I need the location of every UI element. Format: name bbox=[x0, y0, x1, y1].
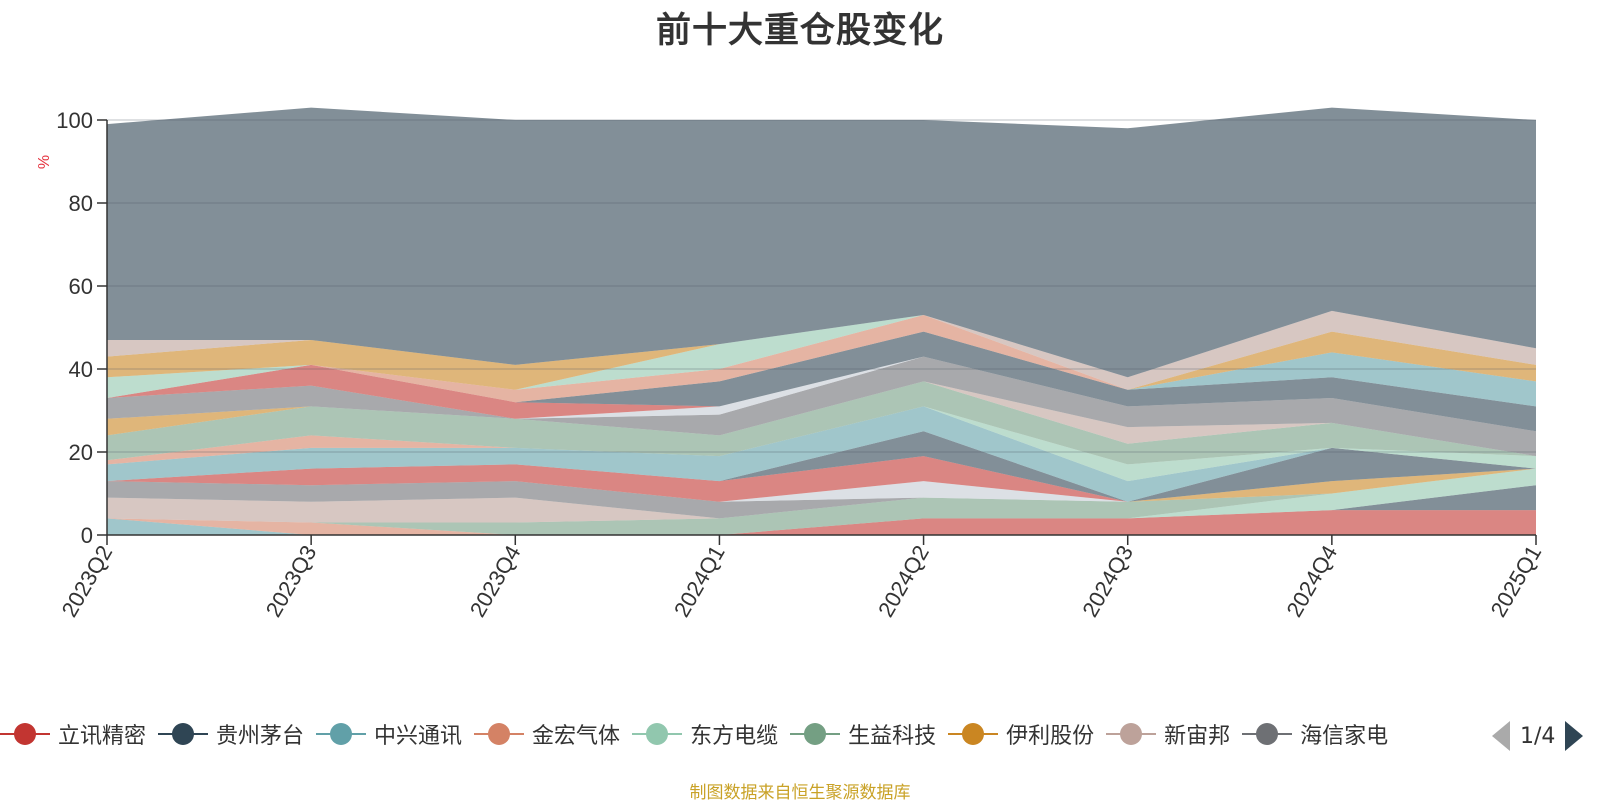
area-series-9[interactable] bbox=[107, 468, 1536, 519]
area-series-12[interactable] bbox=[107, 431, 1536, 502]
legend-label: 新宙邦 bbox=[1164, 724, 1231, 749]
legend-next-page-icon[interactable] bbox=[1565, 721, 1584, 751]
legend-item[interactable]: 伊利股份 bbox=[948, 712, 1094, 756]
legend-label: 海信家电 bbox=[1300, 724, 1389, 749]
source-note: 制图数据来自恒生聚源数据库 bbox=[689, 783, 911, 803]
legend-item[interactable]: 新宙邦 bbox=[1106, 712, 1230, 756]
area-series-6[interactable] bbox=[107, 468, 1536, 535]
legend-prev-page-icon[interactable] bbox=[1492, 721, 1510, 751]
x-tick-label: 2023Q2 bbox=[57, 541, 118, 621]
area-series-1[interactable] bbox=[107, 510, 1536, 535]
legend-label: 伊利股份 bbox=[1006, 724, 1095, 749]
area-series-22[interactable] bbox=[107, 331, 1536, 432]
legend-marker-icon bbox=[158, 722, 209, 746]
area-series-18[interactable] bbox=[107, 381, 1536, 457]
area-series-4[interactable] bbox=[107, 485, 1536, 535]
legend-marker-icon bbox=[632, 722, 683, 746]
y-tick-label: 60 bbox=[69, 274, 93, 299]
y-tick-label: 20 bbox=[69, 440, 93, 465]
legend-item[interactable]: 海信家电 bbox=[1242, 712, 1388, 756]
legend-marker-icon bbox=[316, 722, 367, 746]
area-series-10[interactable] bbox=[107, 468, 1536, 502]
x-tick-label: 2024Q1 bbox=[669, 541, 730, 621]
legend-marker-icon bbox=[790, 722, 841, 746]
x-tick-label: 2024Q3 bbox=[1077, 541, 1138, 621]
legend-label: 生益科技 bbox=[848, 724, 937, 749]
y-tick-label: 40 bbox=[69, 357, 93, 382]
legend-item[interactable]: 东方电缆 bbox=[632, 712, 778, 756]
x-tick-label: 2025Q1 bbox=[1486, 541, 1547, 621]
area-series-14[interactable] bbox=[107, 406, 1536, 482]
area-series-21[interactable] bbox=[107, 356, 1536, 432]
area-series-28[interactable] bbox=[107, 107, 1536, 378]
legend-label: 立讯精密 bbox=[58, 724, 147, 749]
x-tick-label: 2023Q3 bbox=[261, 541, 322, 621]
area-series-19[interactable] bbox=[107, 356, 1536, 457]
legend-label: 金宏气体 bbox=[532, 724, 621, 749]
legend-marker-icon bbox=[1106, 722, 1157, 746]
legend-pager: 1/4 bbox=[1492, 718, 1584, 754]
x-tick-label: 2023Q4 bbox=[465, 541, 526, 621]
area-series-13[interactable] bbox=[107, 406, 1536, 502]
area-series-8[interactable] bbox=[107, 468, 1536, 523]
x-tick-label: 2024Q2 bbox=[873, 541, 934, 621]
y-tick-label: 0 bbox=[81, 523, 93, 548]
area-series-16[interactable] bbox=[107, 381, 1536, 465]
legend: 立讯精密 贵州茅台 中兴通讯 金宏气体 东方电缆 生益科技 伊利股份 新宙邦 海信家电 bbox=[0, 712, 1482, 756]
legend-page-indicator: 1/4 bbox=[1520, 723, 1556, 749]
legend-item[interactable]: 立讯精密 bbox=[0, 712, 146, 756]
area-series-11[interactable] bbox=[107, 456, 1536, 502]
legend-item[interactable]: 中兴通讯 bbox=[316, 712, 462, 756]
legend-marker-icon bbox=[474, 722, 525, 746]
legend-marker-icon bbox=[948, 722, 999, 746]
x-tick-label: 2024Q4 bbox=[1281, 541, 1342, 621]
y-tick-label: 100 bbox=[56, 108, 93, 133]
legend-item[interactable]: 金宏气体 bbox=[474, 712, 620, 756]
legend-label: 东方电缆 bbox=[690, 724, 779, 749]
legend-item[interactable]: 贵州茅台 bbox=[158, 712, 304, 756]
legend-marker-icon bbox=[1242, 722, 1293, 746]
area-series-27[interactable] bbox=[107, 310, 1536, 390]
area-series-26[interactable] bbox=[107, 315, 1536, 390]
legend-item[interactable]: 生益科技 bbox=[790, 712, 936, 756]
legend-label: 中兴通讯 bbox=[374, 724, 463, 749]
areas-layer bbox=[107, 107, 1536, 535]
area-series-7[interactable] bbox=[107, 468, 1536, 523]
area-series-15[interactable] bbox=[107, 406, 1536, 482]
legend-marker-icon bbox=[0, 722, 50, 746]
stacked-area-chart: 0 20 40 60 80 100 2023Q2 2023Q3 2023Q4 2024Q1 2024… bbox=[36, 107, 1547, 621]
y-tick-label: 80 bbox=[69, 191, 93, 216]
grid-layer bbox=[107, 119, 1536, 536]
chart-title: 前十大重仓股变化 bbox=[655, 11, 944, 51]
y-axis-unit-label: % bbox=[36, 155, 53, 169]
legend-label: 贵州茅台 bbox=[216, 724, 305, 749]
area-series-25[interactable] bbox=[107, 315, 1536, 398]
